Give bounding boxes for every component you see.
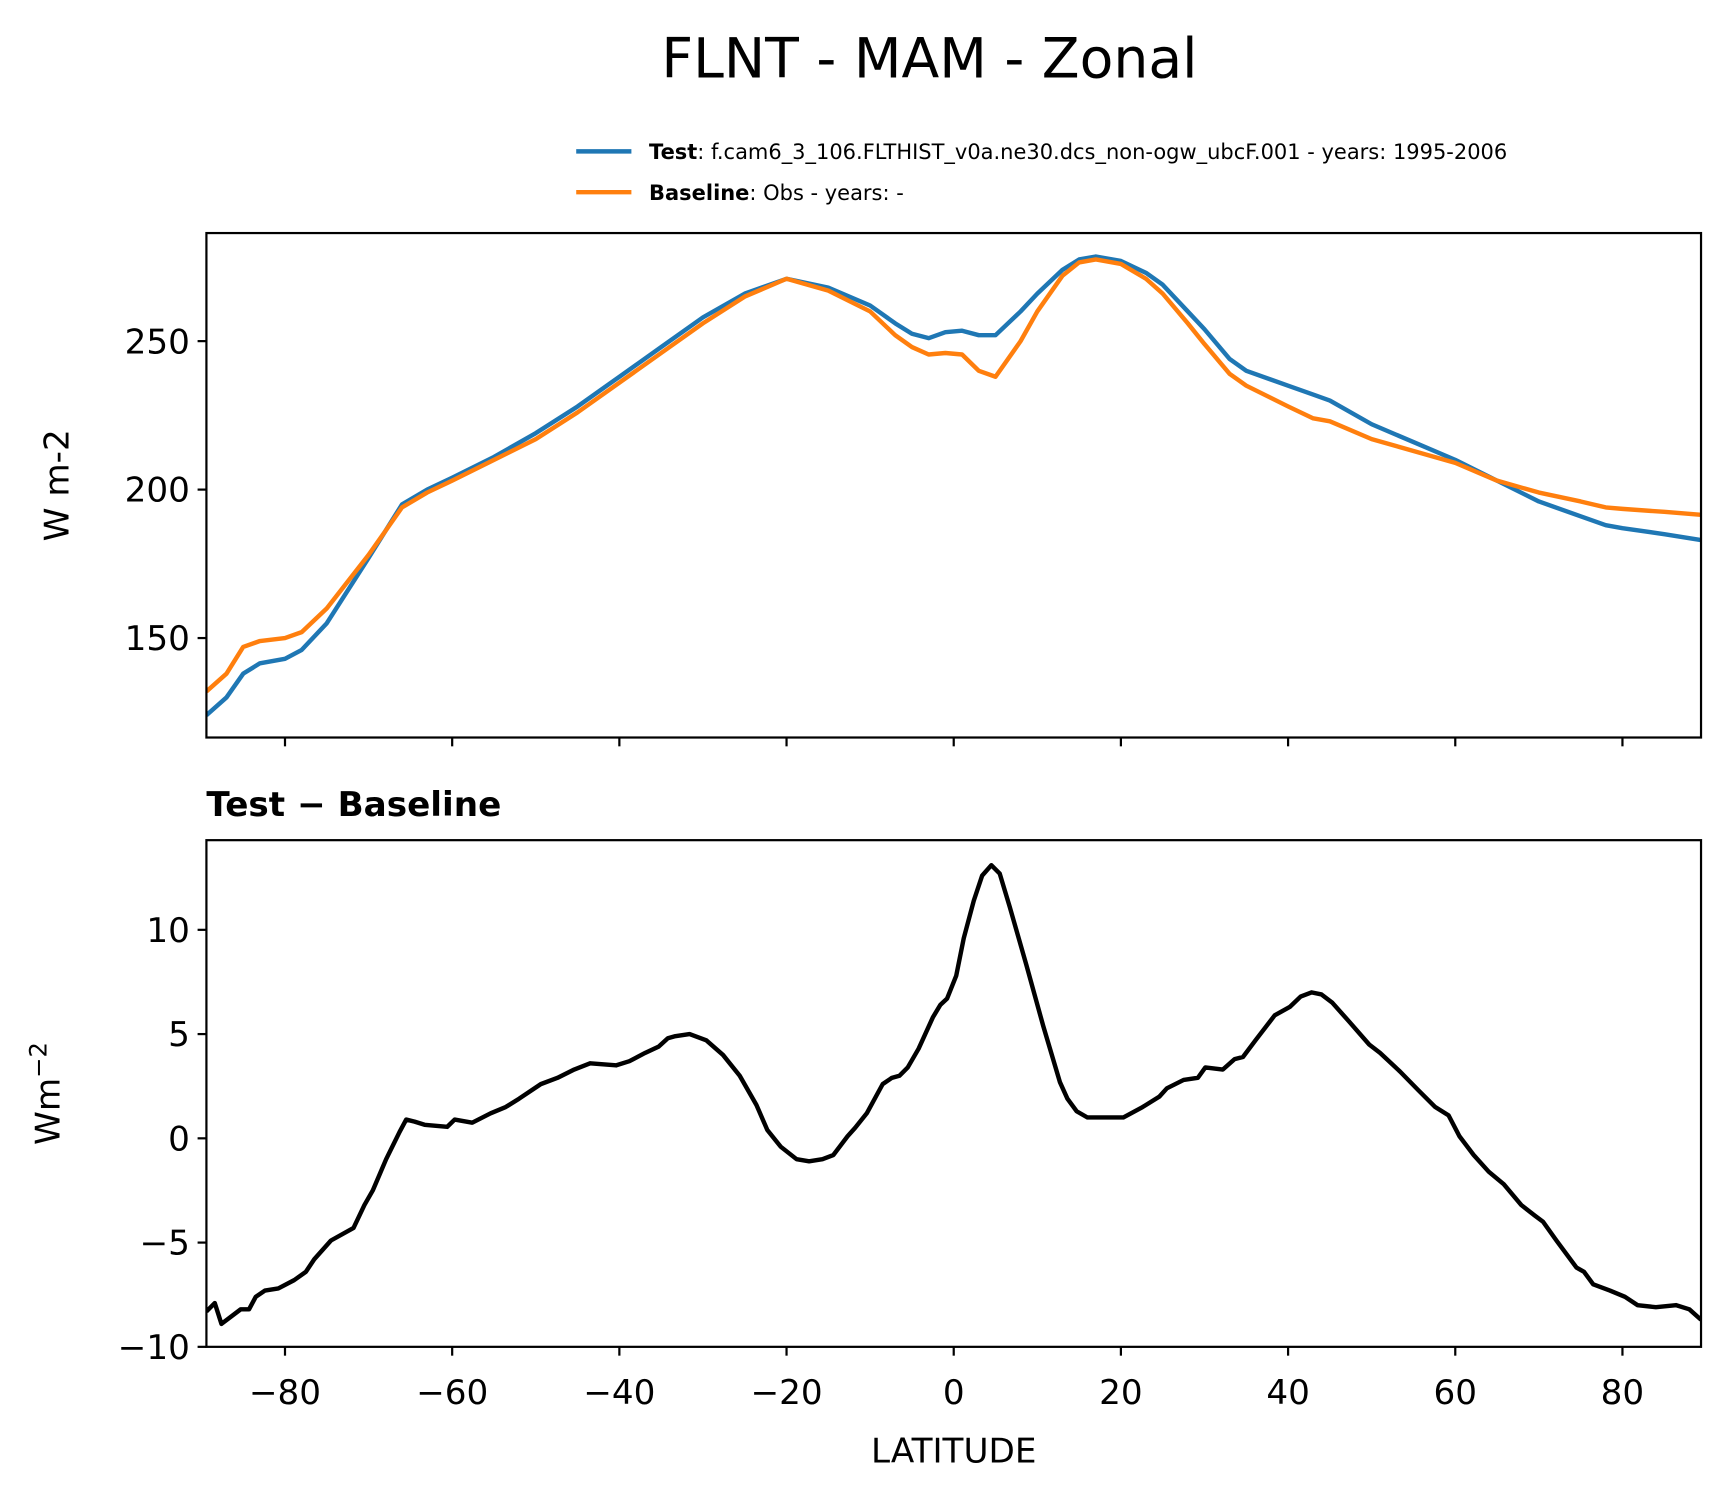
data-line: [206, 862, 1702, 1327]
x-tick-label: −80: [249, 1373, 321, 1413]
axes-frame: [205, 231, 1703, 739]
x-tick-label: −60: [416, 1373, 488, 1413]
x-tick-label: 40: [1266, 1373, 1310, 1413]
y-axis-label-superscript: −2: [23, 1042, 52, 1078]
x-tick-label: 80: [1601, 1373, 1645, 1413]
y-tick-label: 150: [125, 619, 190, 659]
y-tick-label: −5: [139, 1224, 189, 1264]
x-axis-label: LATITUDE: [871, 1432, 1036, 1472]
x-tick-label: 0: [943, 1373, 965, 1413]
y-tick-label: 10: [146, 911, 190, 951]
y-axis-label-text: W m-2: [37, 429, 77, 541]
figure-title: FLNT - MAM - Zonal: [661, 27, 1197, 91]
data-line: [206, 257, 1702, 694]
legend-description: : Obs - years: -: [749, 181, 903, 205]
legend-name: Baseline: [649, 181, 749, 205]
y-tick-label: 5: [168, 1015, 190, 1055]
x-tick-label: −40: [583, 1373, 655, 1413]
data-line: [206, 254, 1702, 717]
legend-entry: Test: f.cam6_3_106.FLTHIST_v0a.ne30.dcs_…: [649, 140, 1507, 165]
y-axis-label: Wm−2: [23, 1042, 68, 1145]
x-tick-label: 60: [1434, 1373, 1478, 1413]
legend-entry: Baseline: Obs - years: -: [649, 181, 904, 205]
legend-name: Test: [649, 140, 697, 164]
x-tick-label: −20: [750, 1373, 822, 1413]
axes-frame: [205, 839, 1703, 1348]
y-axis-label-text: Wm: [29, 1078, 69, 1145]
y-tick-label: 250: [125, 322, 190, 362]
axes-title: Test − Baseline: [206, 785, 501, 825]
y-tick-label: 200: [125, 471, 190, 511]
legend-description: : f.cam6_3_106.FLTHIST_v0a.ne30.dcs_non-…: [697, 140, 1507, 165]
y-tick-label: −10: [118, 1328, 190, 1368]
y-axis-label: W m-2: [37, 429, 77, 541]
x-tick-label: 20: [1099, 1373, 1143, 1413]
y-tick-label: 0: [168, 1119, 190, 1159]
